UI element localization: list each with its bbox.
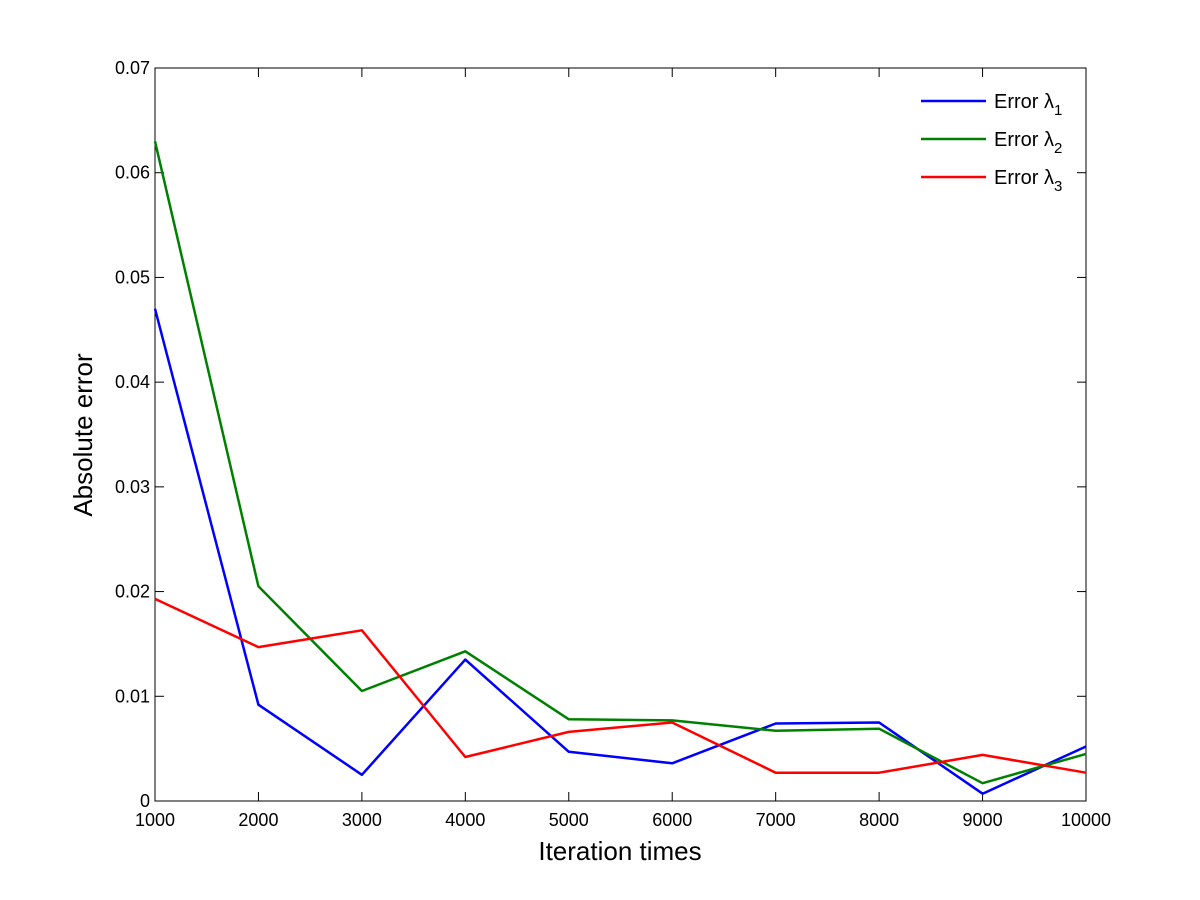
legend-label-text: Error λ <box>994 129 1054 151</box>
y-tick-label: 0 <box>140 791 150 811</box>
y-tick-label: 0.07 <box>115 58 150 78</box>
legend-label: Error λ3 <box>994 167 1062 195</box>
legend-label: Error λ1 <box>994 91 1062 119</box>
y-tick-label: 0.02 <box>115 582 150 602</box>
x-tick-label: 10000 <box>1061 810 1111 830</box>
y-tick-label: 0.01 <box>115 686 150 706</box>
x-tick-label: 9000 <box>963 810 1003 830</box>
x-tick-label: 1000 <box>135 810 175 830</box>
axis-ticks: 1000 2000 3000 4000 5000 6000 7000 8000 9000 1000… <box>115 58 1111 830</box>
x-tick-label: 5000 <box>549 810 589 830</box>
x-tick-label: 7000 <box>756 810 796 830</box>
series-line <box>154 597 1087 774</box>
legend-label-text: Error λ <box>994 91 1054 113</box>
x-tick-label: 4000 <box>445 810 485 830</box>
x-tick-label: 8000 <box>859 810 899 830</box>
y-tick-label: 0.05 <box>115 267 150 287</box>
y-tick-label: 0.04 <box>115 372 150 392</box>
x-tick-label: 2000 <box>238 810 278 830</box>
legend-label-subscript: 2 <box>1054 140 1062 157</box>
y-tick-label: 0.03 <box>115 477 150 497</box>
y-tick-label: 0.06 <box>115 163 150 183</box>
x-tick-label: 3000 <box>342 810 382 830</box>
y-axis-title: Absolute error <box>68 353 98 517</box>
series-line <box>153 308 1087 795</box>
legend-label: Error λ2 <box>994 129 1062 157</box>
x-tick-label: 6000 <box>652 810 692 830</box>
series-lines <box>153 141 1087 795</box>
legend-label-subscript: 3 <box>1054 178 1062 195</box>
legend-label-text: Error λ <box>994 167 1054 189</box>
x-axis-title: Iteration times <box>538 836 701 866</box>
legend-label-subscript: 1 <box>1054 102 1062 119</box>
plot-area <box>154 67 1087 802</box>
